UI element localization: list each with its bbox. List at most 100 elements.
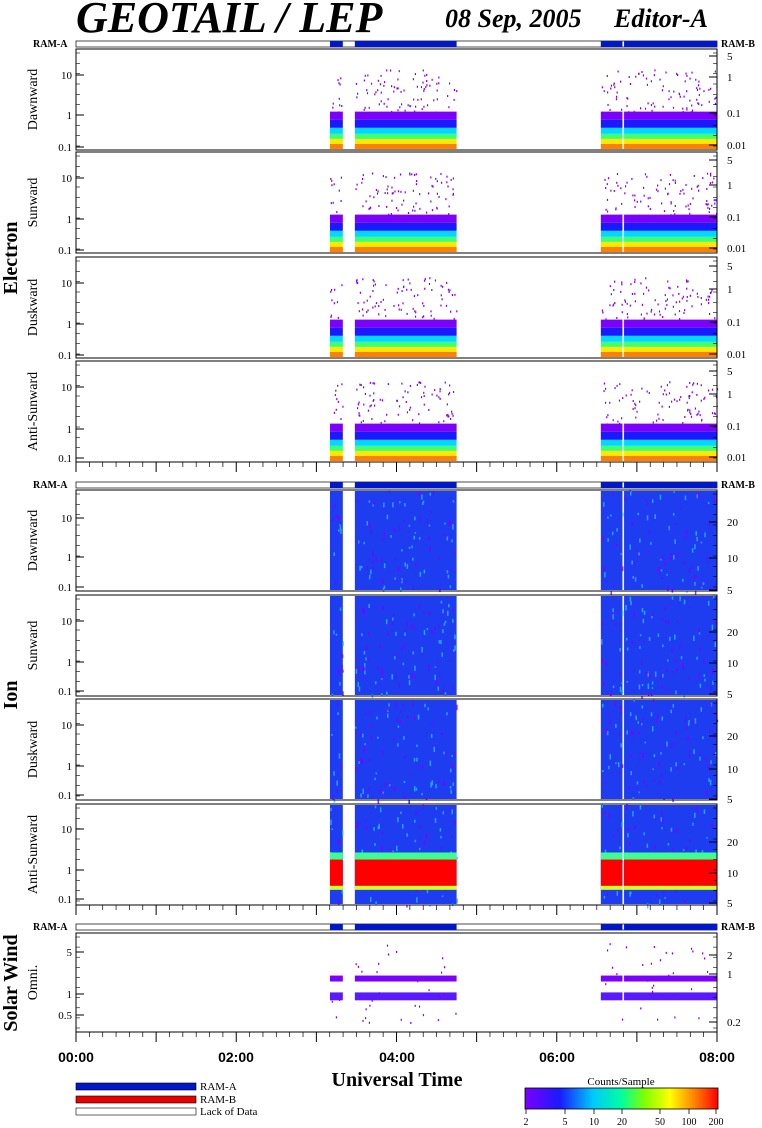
noise-pixel: [680, 656, 683, 660]
noise-pixel: [622, 397, 624, 400]
noise-pixel: [693, 749, 695, 755]
noise-pixel: [702, 736, 704, 740]
y-tick-label: 1: [67, 865, 73, 877]
noise-pixel: [632, 400, 634, 403]
noise-pixel: [630, 770, 633, 776]
noise-pixel: [662, 554, 664, 560]
noise-pixel: [360, 421, 362, 424]
noise-pixel: [414, 516, 416, 521]
noise-pixel: [440, 181, 443, 184]
noise-pixel: [443, 685, 445, 688]
noise-pixel: [659, 566, 661, 569]
noise-pixel: [629, 304, 631, 307]
spectrum-band: [329, 439, 343, 446]
noise-pixel: [369, 195, 371, 198]
noise-pixel: [610, 189, 612, 192]
noise-pixel: [364, 743, 366, 746]
spectrum-block: [329, 596, 343, 695]
noise-pixel: [397, 109, 399, 112]
noise-pixel: [675, 762, 677, 767]
noise-pixel: [616, 891, 619, 896]
noise-pixel: [356, 183, 358, 186]
noise-pixel: [362, 539, 365, 542]
noise-pixel: [610, 84, 613, 87]
noise-pixel: [698, 410, 700, 413]
spectrum-band: [600, 111, 623, 120]
noise-pixel: [374, 283, 376, 286]
noise-pixel: [611, 966, 614, 969]
noise-pixel: [431, 780, 434, 786]
noise-pixel: [634, 402, 636, 405]
y2-tick-label: 2: [727, 950, 733, 962]
noise-pixel: [369, 381, 371, 384]
noise-pixel: [661, 716, 664, 721]
noise-pixel: [702, 582, 705, 586]
y-tick-label: 0.1: [58, 582, 72, 594]
noise-pixel: [601, 309, 603, 312]
spectrum-band: [329, 992, 343, 1001]
noise-pixel: [708, 778, 710, 782]
spectrum-block: [600, 596, 623, 695]
noise-pixel: [444, 994, 446, 997]
spectrum-band: [354, 319, 457, 328]
noise-pixel: [342, 669, 344, 673]
noise-pixel: [627, 833, 629, 838]
noise-pixel: [437, 686, 440, 691]
noise-pixel: [714, 620, 717, 625]
noise-pixel: [609, 304, 611, 307]
noise-pixel: [453, 317, 455, 320]
noise-pixel: [449, 289, 451, 292]
noise-pixel: [675, 659, 678, 663]
noise-pixel: [615, 98, 618, 101]
noise-pixel: [336, 398, 338, 401]
noise-pixel: [688, 567, 691, 574]
noise-pixel: [693, 174, 695, 177]
noise-pixel: [602, 311, 604, 314]
noise-pixel: [355, 188, 357, 191]
noise-pixel: [403, 736, 405, 740]
noise-pixel: [370, 529, 373, 535]
noise-pixel: [665, 689, 668, 692]
noise-pixel: [358, 401, 360, 404]
noise-pixel: [667, 280, 669, 283]
noise-pixel: [340, 789, 343, 792]
noise-pixel: [659, 494, 662, 500]
noise-pixel: [704, 678, 706, 682]
noise-pixel: [707, 389, 710, 392]
noise-pixel: [706, 505, 709, 507]
noise-pixel: [423, 304, 425, 307]
noise-pixel: [335, 408, 337, 411]
noise-pixel: [661, 576, 663, 579]
noise-pixel: [434, 746, 436, 751]
noise-pixel: [697, 84, 700, 87]
noise-pixel: [428, 536, 430, 541]
noise-pixel: [620, 743, 622, 748]
noise-pixel: [674, 181, 677, 184]
noise-pixel: [654, 69, 656, 72]
noise-pixel: [340, 199, 342, 202]
noise-pixel: [642, 717, 645, 720]
noise-pixel: [687, 677, 690, 680]
noise-pixel: [407, 715, 409, 720]
x-tick-label-0200: 02:00: [218, 1049, 254, 1065]
noise-pixel: [685, 183, 687, 186]
noise-pixel: [684, 717, 687, 722]
noise-pixel: [642, 752, 644, 758]
noise-pixel: [606, 949, 609, 952]
noise-pixel: [630, 600, 632, 606]
noise-pixel: [644, 107, 647, 110]
noise-pixel: [647, 683, 650, 690]
spectrum-band: [624, 241, 717, 247]
ram-a-label: RAM-A: [33, 39, 68, 50]
noise-pixel: [652, 699, 655, 703]
noise-pixel: [698, 189, 700, 192]
noise-pixel: [663, 561, 666, 566]
spectrum-band: [600, 423, 623, 432]
noise-pixel: [652, 102, 654, 105]
noise-pixel: [626, 97, 628, 100]
noise-pixel: [362, 733, 364, 738]
noise-pixel: [604, 387, 607, 390]
noise-pixel: [363, 108, 365, 111]
noise-pixel: [452, 524, 454, 530]
noise-pixel: [716, 388, 719, 391]
